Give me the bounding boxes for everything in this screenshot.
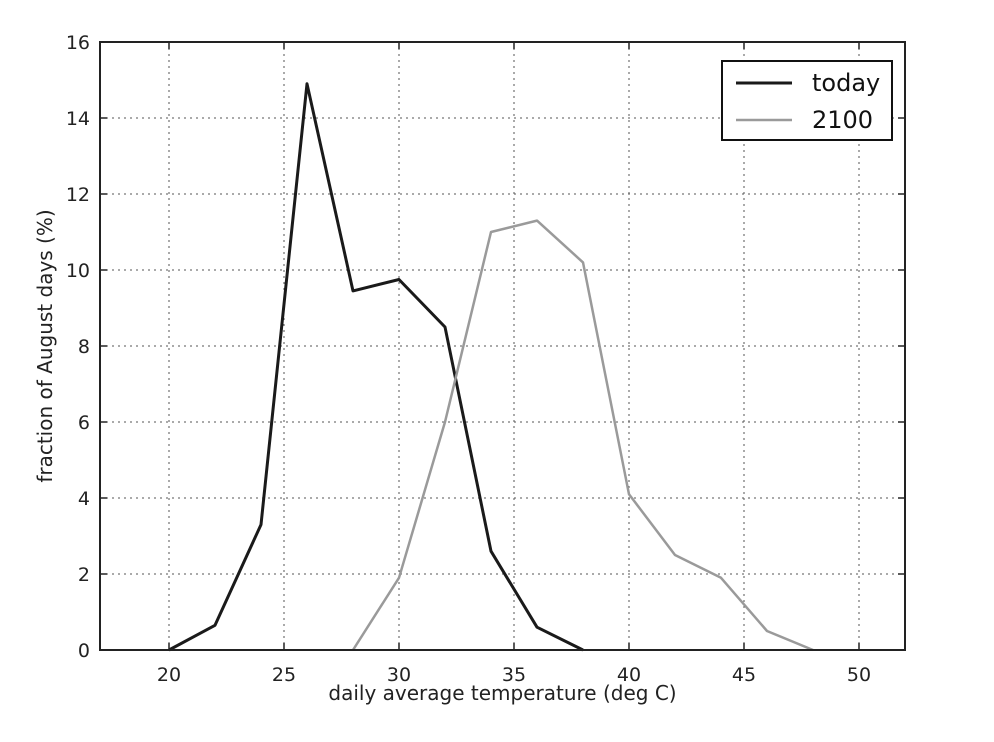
y-tick-label-14: 14 (66, 108, 90, 130)
series-line-today (168, 82, 584, 652)
x-tick-label-30: 30 (387, 664, 411, 686)
x-tick-label-25: 25 (272, 664, 296, 686)
y-tick-label-8: 8 (78, 336, 90, 358)
y-tick-label-6: 6 (78, 412, 90, 434)
y-tick-label-2: 2 (78, 564, 90, 586)
x-tick-label-40: 40 (617, 664, 641, 686)
legend-label-2100: 2100 (812, 106, 873, 134)
y-tick-label-0: 0 (78, 640, 90, 662)
x-tick-label-20: 20 (157, 664, 181, 686)
series-line-2100 (351, 219, 814, 652)
legend-label-today: today (812, 69, 880, 97)
x-tick-label-50: 50 (847, 664, 871, 686)
x-tick-label-45: 45 (732, 664, 756, 686)
x-tick-label-35: 35 (502, 664, 526, 686)
series-lines (168, 82, 814, 652)
legend: today 2100 (721, 60, 893, 141)
legend-box (721, 60, 893, 141)
axis-ticks: 20 25 30 35 40 45 50 0 2 4 6 8 10 12 14 16 (66, 32, 905, 686)
y-tick-label-12: 12 (66, 184, 90, 206)
y-tick-label-4: 4 (78, 488, 90, 510)
y-axis-label: fraction of August days (%) (33, 209, 57, 482)
x-axis-label: daily average temperature (deg C) (328, 681, 676, 705)
y-tick-label-16: 16 (66, 32, 90, 54)
y-tick-label-10: 10 (66, 260, 90, 282)
